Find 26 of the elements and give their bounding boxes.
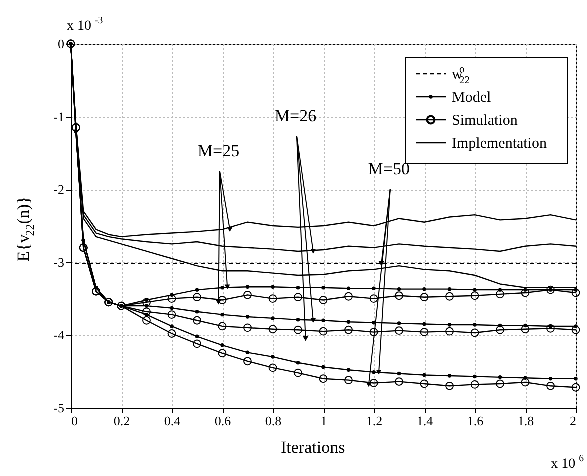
x-tick-label: 1.2	[366, 414, 383, 428]
x-axis-title: Iterations	[281, 438, 346, 457]
annotation: M=50	[368, 160, 410, 179]
x-tick-label: 1	[320, 414, 328, 428]
annotation: M=25	[198, 141, 240, 160]
text: x 10-3	[67, 16, 104, 34]
y-tick-label: -2	[54, 182, 64, 198]
x-tick-label: 0.6	[214, 414, 232, 428]
x-tick-label: 0.2	[114, 414, 130, 428]
y-tick-label: 0	[58, 36, 64, 52]
x-tick-label: 0	[72, 414, 78, 428]
y-tick-label: -4	[54, 328, 65, 343]
x-tick-label: 0.8	[265, 414, 282, 428]
y-tick-label: -5	[54, 400, 64, 416]
y-tick-label: -3	[54, 254, 64, 270]
y-axis-title: E{v22(n)}	[14, 196, 38, 262]
x-tick-label: 1.6	[467, 414, 484, 428]
x-tick-label: 1.4	[416, 414, 434, 428]
y-tick-label: -1	[54, 109, 64, 124]
annotation: M=26	[274, 106, 317, 126]
x-tick-label: 2	[570, 414, 576, 428]
x-tick-label: 0.4	[164, 414, 182, 428]
legend-label: Implementation	[452, 136, 548, 152]
legend-label: Simulation	[452, 113, 518, 129]
legend-label: Model	[452, 90, 492, 106]
x-tick-label: 1.8	[518, 414, 534, 428]
